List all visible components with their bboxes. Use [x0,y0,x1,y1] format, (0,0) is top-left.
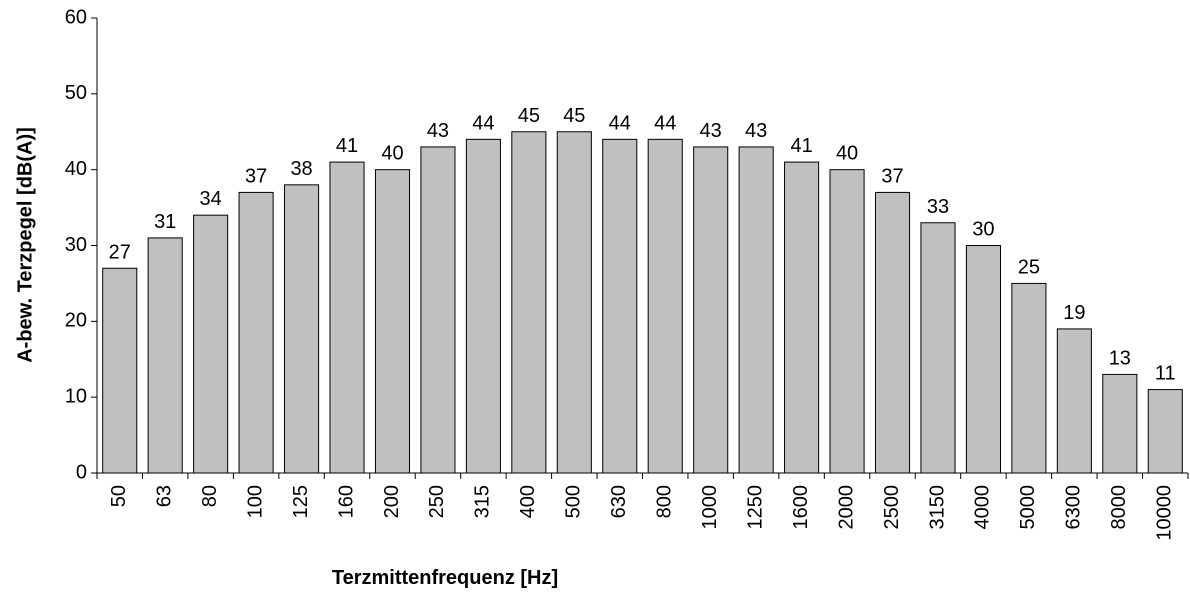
x-tick-label: 400 [517,485,539,518]
data-label: 43 [745,120,767,142]
x-tick-label: 2000 [835,485,857,530]
x-tick-label: 315 [472,485,494,518]
bar [556,131,592,474]
bar [147,237,183,474]
data-label: 43 [427,120,449,142]
y-tick-label: 40 [65,158,87,180]
x-tick-label: 100 [244,485,266,518]
x-tick-label: 50 [108,485,130,507]
bar [647,138,683,474]
data-label: 34 [200,188,222,210]
bar [238,191,274,474]
data-label: 33 [927,196,949,218]
data-label: 41 [336,135,358,157]
bar [829,169,865,474]
y-axis-title: A-bew. Terzpegel [dB(A)] [14,127,36,363]
y-tick-label: 10 [65,385,87,407]
x-axis-title: Terzmittenfrequenz [Hz] [332,567,558,589]
bar [329,161,365,474]
bar [193,214,229,474]
y-tick-label: 0 [76,461,87,483]
data-label: 11 [1155,363,1176,385]
data-label: 41 [790,135,812,157]
x-tick-label: 1600 [790,485,812,530]
x-tick-label: 250 [426,485,448,518]
bar [874,191,911,474]
bar [1011,282,1047,474]
x-tick-label: 80 [199,485,221,507]
x-tick-label: 1250 [744,485,766,530]
data-label: 44 [472,112,494,134]
bar [1102,373,1138,474]
bar [602,138,638,474]
bar [920,222,956,474]
x-tick-label: 2500 [881,485,903,530]
x-tick-label: 4000 [972,485,994,530]
bar [965,245,1001,474]
data-label: 40 [381,143,403,165]
bar [738,146,774,474]
y-tick-label: 60 [65,6,87,28]
bar [102,267,138,474]
bar [1147,389,1183,474]
x-tick-label: 8000 [1108,485,1130,530]
x-tick-label: 5000 [1017,485,1039,530]
bar [374,169,411,474]
x-tick-label: 63 [153,485,175,507]
bar [693,146,729,474]
x-tick-label: 630 [608,485,630,518]
y-tick-label: 20 [65,310,87,332]
x-tick-label: 3150 [926,485,948,530]
data-label: 13 [1109,347,1131,369]
data-label: 37 [245,165,267,187]
data-label: 45 [518,105,540,127]
x-tick-label: 500 [563,485,585,518]
data-label: 44 [609,112,631,134]
data-label: 37 [881,165,903,187]
bar [284,184,320,474]
data-label: 31 [154,211,176,233]
bar [420,146,456,474]
data-label: 25 [1018,256,1040,278]
data-label: 38 [290,158,312,180]
bar [784,161,820,474]
data-label: 40 [836,143,858,165]
data-label: 44 [654,112,676,134]
x-tick-label: 6300 [1063,485,1085,530]
x-tick-label: 10000 [1154,485,1176,541]
bar [511,131,547,474]
data-label: 27 [109,241,131,263]
data-label: 19 [1063,302,1085,324]
bar [465,138,501,474]
x-tick-label: 125 [290,485,312,518]
data-label: 43 [700,120,722,142]
data-label: 45 [563,105,585,127]
y-tick-label: 30 [65,234,87,256]
x-tick-label: 200 [381,485,403,518]
x-tick-label: 1000 [699,485,721,530]
data-label: 30 [972,219,994,241]
y-tick-label: 50 [65,82,87,104]
x-tick-label: 160 [335,485,357,518]
x-tick-label: 800 [654,485,676,518]
bar [1056,328,1092,474]
